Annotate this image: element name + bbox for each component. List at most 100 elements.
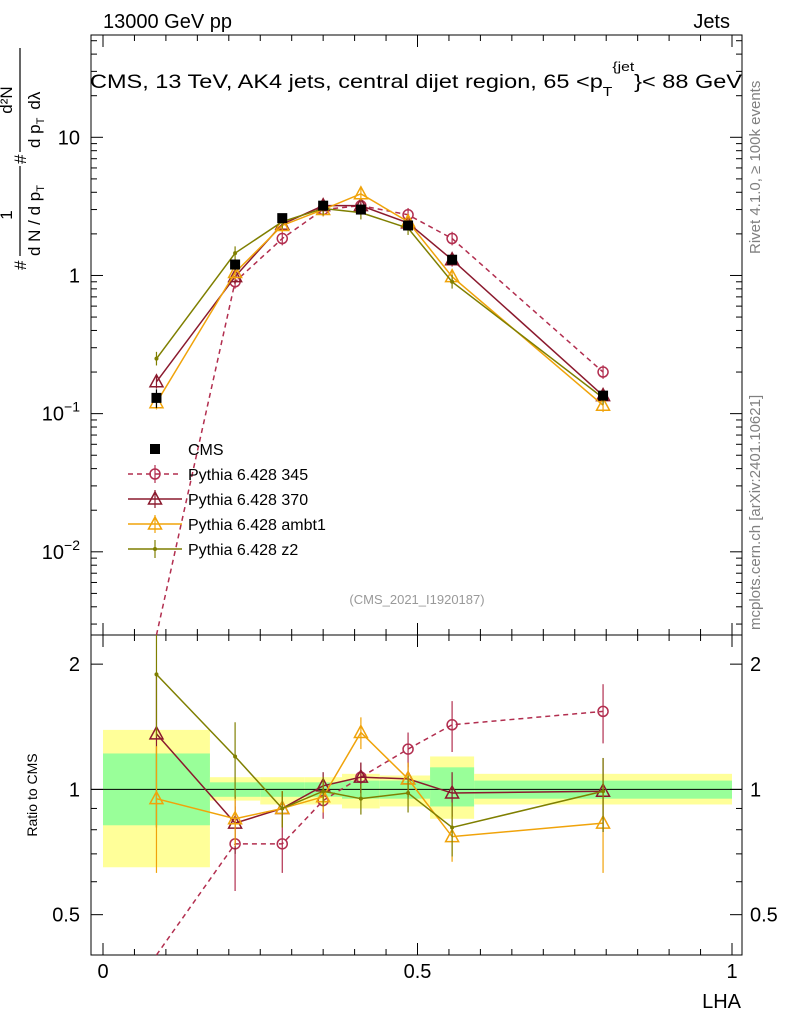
ratio-y-tick-label: 2 <box>69 654 80 676</box>
data-point-cms <box>403 220 414 231</box>
x-tick-label: 1 <box>726 961 737 983</box>
data-point-cms <box>355 204 366 215</box>
y-tick-label: 10−1 <box>42 399 80 426</box>
ratio-y-tick-label-right: 1 <box>750 779 761 801</box>
series-z2 <box>154 201 606 405</box>
energy-label: 13000 GeV pp <box>103 11 232 33</box>
legend-item-cms: CMS <box>150 442 224 459</box>
legend-label-p345: Pythia 6.428 345 <box>188 467 308 484</box>
x-tick-label: 0 <box>97 961 108 983</box>
legend-marker <box>147 515 163 530</box>
ratio-point-ambt1 <box>148 790 165 805</box>
data-point-p370 <box>148 373 165 388</box>
data-point-cms <box>230 259 241 270</box>
series-line-p345 <box>155 204 604 636</box>
mcplots-label: mcplots.cern.ch [arXiv:2401.10621] <box>747 395 764 630</box>
ratio-point-z2 <box>358 796 363 801</box>
data-point-cms <box>151 392 162 403</box>
ratio-point-ambt1 <box>227 810 243 825</box>
series-ambt1 <box>148 185 611 413</box>
data-point-p345 <box>446 232 458 245</box>
ratio-point-z2 <box>321 789 326 794</box>
ratio-point-p370 <box>444 784 460 799</box>
legend-marker <box>153 547 157 551</box>
series-line-p370 <box>155 204 604 397</box>
x-tick-label: 0.5 <box>404 961 432 983</box>
legend-marker <box>147 490 163 505</box>
y-tick-label: 10−2 <box>42 537 80 564</box>
ratio-point-ambt1 <box>353 723 369 739</box>
legend-label-p370: Pythia 6.428 370 <box>188 492 308 509</box>
data-point-z2 <box>450 279 455 284</box>
ratio-line-p345 <box>155 710 604 956</box>
data-point-cms <box>598 390 609 401</box>
legend-item-p370: Pythia 6.428 370 <box>128 490 308 509</box>
data-point-cms <box>447 254 458 265</box>
data-point-cms <box>318 200 329 211</box>
legend-marker <box>149 468 161 480</box>
data-point-p345 <box>597 366 609 378</box>
chart-title: CMS, 13 TeV, AK4 jets, central dijet reg… <box>90 59 742 99</box>
legend-label-cms: CMS <box>188 442 224 459</box>
ratio-point-z2 <box>233 754 238 759</box>
ratio-point-z2 <box>450 825 455 830</box>
ratio-series-p345 <box>155 684 609 956</box>
main-y-axis-label: # 1 d N / d pT # d²N d pTdλ <box>0 48 47 270</box>
legend-item-p345: Pythia 6.428 345 <box>128 465 308 484</box>
ratio-y-tick-label: 0.5 <box>52 905 80 927</box>
rivet-label: Rivet 4.1.0, ≥ 100k events <box>747 81 764 254</box>
analysis-watermark: (CMS_2021_I1920187) <box>349 592 484 607</box>
legend-label-z2: Pythia 6.428 z2 <box>188 542 298 559</box>
ratio-point-p345 <box>276 838 289 850</box>
ratio-point-z2 <box>154 672 159 677</box>
ratio-y-tick-label: 1 <box>69 779 80 801</box>
svg-text:d N / d pT: d N / d pT <box>25 185 47 256</box>
data-point-p345 <box>276 232 289 245</box>
legend-item-ambt1: Pythia 6.428 ambt1 <box>128 515 326 534</box>
ratio-line-p370 <box>155 733 604 824</box>
ratio-series-p370 <box>148 672 611 854</box>
ratio-point-p370 <box>148 725 165 740</box>
title-sup: {jet <box>612 59 634 74</box>
ratio-point-z2 <box>601 789 606 794</box>
data-point-cms <box>277 213 288 224</box>
ratio-uncertainty-bands <box>91 729 742 868</box>
svg-text:d²N: d²N <box>0 86 16 113</box>
ratio-y-tick-label-right: 0.5 <box>750 905 778 927</box>
title-main: CMS, 13 TeV, AK4 jets, central dijet reg… <box>90 71 603 93</box>
ratio-y-tick-label-right: 2 <box>750 654 761 676</box>
legend-item-z2: Pythia 6.428 z2 <box>128 540 298 559</box>
ratio-point-p345 <box>402 743 414 755</box>
legend: CMS Pythia 6.428 345 Pythia 6.428 370 Pythi… <box>128 442 326 559</box>
data-point-z2 <box>154 356 159 361</box>
series-layer <box>148 185 611 956</box>
ratio-plot-frame <box>90 634 743 956</box>
ratio-point-p345 <box>597 705 609 718</box>
title-end: }< 88 GeV <box>634 71 742 93</box>
y-tick-label: 10 <box>58 127 80 149</box>
data-point-z2 <box>233 251 238 256</box>
data-point-ambt1 <box>227 263 243 279</box>
series-line-ambt1 <box>155 192 604 406</box>
title-sub: T <box>603 84 613 99</box>
ratio-point-p370 <box>353 768 369 783</box>
ratio-y-axis-label: Ratio to CMS <box>24 753 40 836</box>
legend-label-ambt1: Pythia 6.428 ambt1 <box>188 517 326 534</box>
x-axis-label: LHA <box>702 991 742 1013</box>
axis-ticks: 0 0.5 1 10−2 10−1 1 10 0.5 0.5 1 1 2 2 <box>42 35 778 983</box>
series-line-z2 <box>155 207 604 399</box>
ratio-series-z2 <box>154 635 606 857</box>
data-point-ambt1 <box>595 396 611 412</box>
data-point-ambt1 <box>353 185 369 200</box>
legend-marker <box>150 444 160 454</box>
svg-text:#: # <box>11 260 30 270</box>
ratio-point-p345 <box>446 719 458 731</box>
y-tick-label: 1 <box>69 265 80 287</box>
series-p345 <box>155 198 609 636</box>
ratio-point-z2 <box>280 806 285 811</box>
series-cms <box>151 200 609 408</box>
svg-text:1: 1 <box>0 210 16 219</box>
ratio-line-ambt1 <box>156 731 604 838</box>
svg-text:d pTdλ: d pTdλ <box>25 91 47 148</box>
